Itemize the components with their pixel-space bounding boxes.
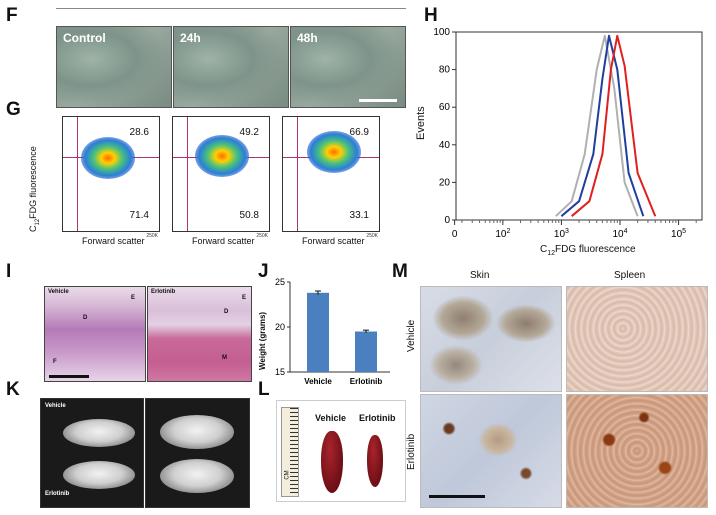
spleen-photo: CM Vehicle Erlotinib bbox=[276, 400, 406, 502]
tag-follicle: F bbox=[53, 359, 57, 365]
panel-label-h: H bbox=[424, 5, 438, 26]
mouse-silhouette bbox=[63, 419, 135, 447]
y-tick-label: 60 bbox=[439, 102, 451, 113]
spleen-erlotinib bbox=[367, 435, 383, 487]
flow-plot-3: 66.9 33.1 250K bbox=[282, 116, 380, 239]
ruler-unit: CM bbox=[284, 470, 291, 480]
x-tick-label: 103 bbox=[554, 228, 569, 240]
micrograph-label: 24h bbox=[180, 31, 201, 45]
ihc-spleen-erlotinib bbox=[566, 394, 708, 508]
histology-label: Erlotinib bbox=[151, 289, 176, 295]
top-divider bbox=[56, 8, 406, 9]
y-tick-label: 20 bbox=[439, 177, 451, 188]
histology-vehicle: Vehicle E D F bbox=[44, 286, 146, 382]
histogram-chart: 0 20 40 60 80 100 0 102 103 104 105 bbox=[433, 27, 703, 240]
x-tick-label: 105 bbox=[671, 228, 686, 240]
histogram-series-2 bbox=[560, 34, 645, 217]
panel-label-j: J bbox=[258, 261, 269, 282]
tag-dermis: D bbox=[224, 309, 229, 315]
ihc-skin-vehicle bbox=[420, 286, 562, 392]
tag-muscle: M bbox=[222, 355, 227, 361]
tag-epidermis: E bbox=[242, 295, 247, 301]
bar-2 bbox=[355, 331, 377, 372]
xray-right bbox=[145, 398, 250, 508]
panel-label-f: F bbox=[6, 5, 18, 26]
micrograph-24h: 24h bbox=[173, 26, 289, 108]
xray-label-erlotinib: Erlotinib bbox=[45, 491, 70, 497]
x-tick-end: 250K bbox=[146, 233, 158, 239]
col-header-skin: Skin bbox=[470, 270, 490, 281]
x-tick-label: 102 bbox=[495, 228, 510, 240]
ruler: CM bbox=[281, 407, 299, 497]
ihc-skin-erlotinib bbox=[420, 394, 562, 508]
panel-label-k: K bbox=[6, 379, 20, 400]
histology-label: Vehicle bbox=[48, 289, 69, 295]
x-tick-end: 250K bbox=[256, 233, 268, 239]
y-tick-label: 0 bbox=[444, 215, 450, 226]
histogram-series-3 bbox=[571, 34, 657, 217]
y-tick-label: 40 bbox=[439, 140, 451, 151]
y-tick-label: 80 bbox=[439, 65, 451, 76]
row-header-erlotinib: Erlotinib bbox=[406, 433, 417, 470]
upper-quadrant-value: 49.2 bbox=[239, 127, 259, 138]
plot-frame bbox=[455, 31, 703, 221]
scale-bar bbox=[359, 99, 397, 102]
micrograph-control: Control bbox=[56, 26, 172, 108]
lower-quadrant-value: 33.1 bbox=[349, 210, 369, 221]
category-label: Vehicle bbox=[304, 377, 332, 386]
row-header-vehicle: Vehicle bbox=[406, 319, 417, 352]
histogram-series-1 bbox=[555, 34, 639, 217]
mouse-silhouette bbox=[160, 459, 234, 493]
y-tick-label: 100 bbox=[433, 27, 450, 38]
histology-erlotinib: Erlotinib E D M bbox=[147, 286, 252, 382]
col-header-spleen: Spleen bbox=[614, 270, 646, 281]
flow-plot-1: 28.6 71.4 250K bbox=[62, 116, 160, 239]
lower-quadrant-value: 71.4 bbox=[129, 210, 149, 221]
x-tick-end: 250K bbox=[366, 233, 378, 239]
g-x-axis-label: Forward scatter bbox=[302, 236, 365, 246]
panel-label-g: G bbox=[6, 99, 21, 120]
mouse-silhouette bbox=[160, 415, 234, 449]
lower-quadrant-value: 50.8 bbox=[239, 210, 259, 221]
y-tick-label: 25 bbox=[275, 277, 285, 287]
g-x-axis-label: Forward scatter bbox=[192, 236, 255, 246]
panel-label-m: M bbox=[392, 261, 408, 282]
bar-1 bbox=[307, 292, 329, 372]
spleen-label-erlotinib: Erlotinib bbox=[359, 413, 396, 423]
category-label: Erlotinib bbox=[350, 377, 383, 386]
mouse-silhouette bbox=[63, 461, 135, 489]
scale-bar bbox=[429, 495, 485, 498]
xray-left: Vehicle Erlotinib bbox=[40, 398, 144, 508]
x-tick-label: 0 bbox=[452, 229, 458, 240]
flow-plot-2: 49.2 50.8 250K bbox=[172, 116, 270, 239]
weight-bar-chart: 15 20 25 Vehicle Erlotinib bbox=[275, 277, 390, 386]
micrograph-label: Control bbox=[63, 31, 106, 45]
upper-quadrant-value: 28.6 bbox=[129, 127, 149, 138]
panel-label-i: I bbox=[6, 261, 12, 282]
upper-quadrant-value: 66.9 bbox=[349, 127, 369, 138]
micrograph-48h: 48h bbox=[290, 26, 406, 108]
xray-label-vehicle: Vehicle bbox=[45, 403, 66, 409]
spleen-vehicle bbox=[321, 431, 343, 493]
g-y-axis-label: C12FDG fluorescence bbox=[28, 146, 41, 232]
micrograph-label: 48h bbox=[297, 31, 318, 45]
scale-bar bbox=[49, 375, 89, 378]
h-x-axis-label: C12FDG fluorescence bbox=[540, 244, 636, 257]
j-y-axis-label: Weight (grams) bbox=[258, 311, 267, 370]
tag-dermis: D bbox=[83, 315, 88, 321]
y-tick-label: 15 bbox=[275, 367, 285, 377]
x-tick-label: 104 bbox=[612, 228, 627, 240]
g-x-axis-label: Forward scatter bbox=[82, 236, 145, 246]
tag-epidermis: E bbox=[131, 295, 136, 301]
ihc-spleen-vehicle bbox=[566, 286, 708, 392]
spleen-label-vehicle: Vehicle bbox=[315, 413, 347, 423]
panel-label-l: L bbox=[258, 379, 270, 400]
y-tick-label: 20 bbox=[275, 322, 285, 332]
